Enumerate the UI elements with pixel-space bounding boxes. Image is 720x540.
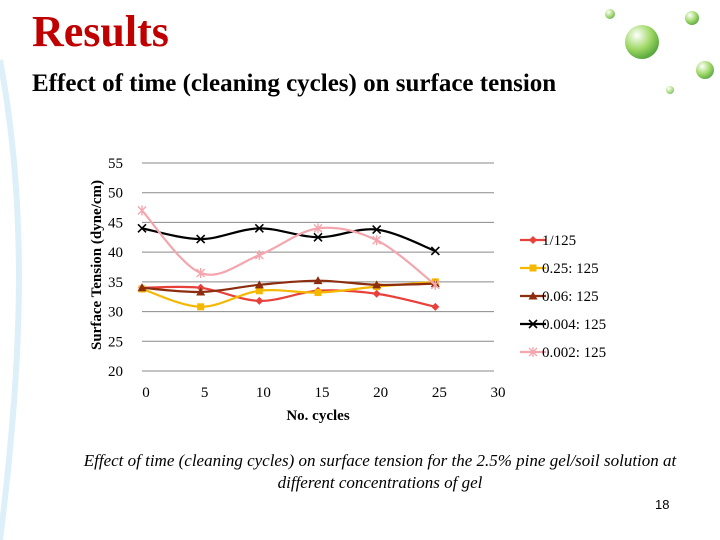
slide-title: Results bbox=[32, 7, 169, 56]
data-point bbox=[137, 283, 147, 292]
y-tick-label: 25 bbox=[108, 334, 123, 350]
legend-marker bbox=[529, 236, 537, 244]
data-point bbox=[196, 234, 206, 244]
chart-legend: 1/125 0.25: 125 0.06: 125 0.004: 125 0.002: … bbox=[520, 233, 606, 361]
data-point bbox=[372, 280, 382, 289]
x-tick-label: 30 bbox=[491, 385, 506, 401]
data-point bbox=[197, 303, 205, 311]
legend-label: 0.002: 125 bbox=[542, 345, 606, 361]
data-point bbox=[313, 276, 323, 285]
y-tick-label: 55 bbox=[108, 156, 123, 172]
data-point bbox=[372, 235, 382, 246]
legend-entry: 0.25: 125 bbox=[520, 261, 599, 277]
chart-series bbox=[137, 205, 440, 311]
x-tick-label: 15 bbox=[315, 385, 330, 401]
legend-marker bbox=[528, 347, 538, 357]
y-tick-label: 50 bbox=[108, 186, 123, 202]
decorative-curve bbox=[0, 59, 22, 540]
data-point bbox=[196, 287, 206, 296]
page-number: 18 bbox=[655, 497, 670, 512]
data-point bbox=[372, 224, 382, 235]
series-line bbox=[141, 280, 436, 308]
data-point bbox=[313, 223, 323, 234]
decorative-drops bbox=[605, 9, 714, 94]
y-tick-label: 35 bbox=[108, 275, 123, 291]
y-tick-labels: 20 25 30 35 40 45 50 55 bbox=[108, 156, 123, 380]
data-point bbox=[430, 246, 440, 256]
series-2 bbox=[137, 276, 440, 296]
y-axis-label: Surface Tension (dyne/cm) bbox=[89, 180, 105, 350]
data-point bbox=[254, 250, 264, 261]
legend-marker bbox=[528, 291, 538, 300]
data-point bbox=[431, 302, 440, 311]
series-4 bbox=[137, 205, 440, 290]
series-line bbox=[141, 279, 436, 294]
x-tick-label: 20 bbox=[373, 385, 388, 401]
legend-entry: 1/125 bbox=[520, 233, 576, 249]
y-tick-label: 20 bbox=[108, 364, 123, 380]
y-tick-label: 30 bbox=[108, 305, 123, 321]
data-point bbox=[313, 232, 323, 242]
data-point bbox=[255, 296, 264, 305]
x-tick-label: 0 bbox=[142, 385, 150, 401]
series-line bbox=[141, 209, 436, 286]
data-point bbox=[254, 280, 264, 289]
legend-entry: 0.06: 125 bbox=[520, 289, 599, 305]
legend-marker bbox=[528, 319, 538, 329]
series-3 bbox=[137, 223, 440, 256]
legend-label: 0.06: 125 bbox=[542, 289, 599, 305]
data-point bbox=[196, 267, 206, 278]
data-point bbox=[254, 223, 264, 233]
x-tick-label: 5 bbox=[201, 385, 209, 401]
y-tick-label: 45 bbox=[108, 215, 123, 231]
legend-entry: 0.004: 125 bbox=[520, 317, 606, 333]
data-point bbox=[137, 223, 147, 233]
y-tick-label: 40 bbox=[108, 245, 123, 261]
legend-label: 0.25: 125 bbox=[542, 261, 599, 277]
slide-subtitle: Effect of time (cleaning cycles) on surf… bbox=[32, 70, 557, 97]
x-axis-label: No. cycles bbox=[286, 408, 349, 424]
legend-label: 0.004: 125 bbox=[542, 317, 606, 333]
x-tick-labels: 0 5 10 15 20 25 30 bbox=[142, 385, 505, 401]
legend-marker bbox=[529, 264, 537, 272]
x-tick-label: 25 bbox=[432, 385, 447, 401]
figure-caption: Effect of time (cleaning cycles) on surf… bbox=[83, 451, 677, 493]
series-line bbox=[141, 285, 436, 308]
legend-label: 1/125 bbox=[542, 233, 576, 249]
data-point bbox=[255, 287, 263, 295]
data-point bbox=[314, 289, 322, 297]
series-line bbox=[141, 227, 436, 252]
legend-entry: 0.002: 125 bbox=[520, 345, 606, 361]
series-0 bbox=[138, 283, 440, 311]
data-point bbox=[137, 205, 147, 216]
x-tick-label: 10 bbox=[256, 385, 271, 401]
data-point bbox=[430, 279, 440, 290]
chart-grid bbox=[142, 162, 494, 372]
data-point bbox=[372, 289, 381, 298]
